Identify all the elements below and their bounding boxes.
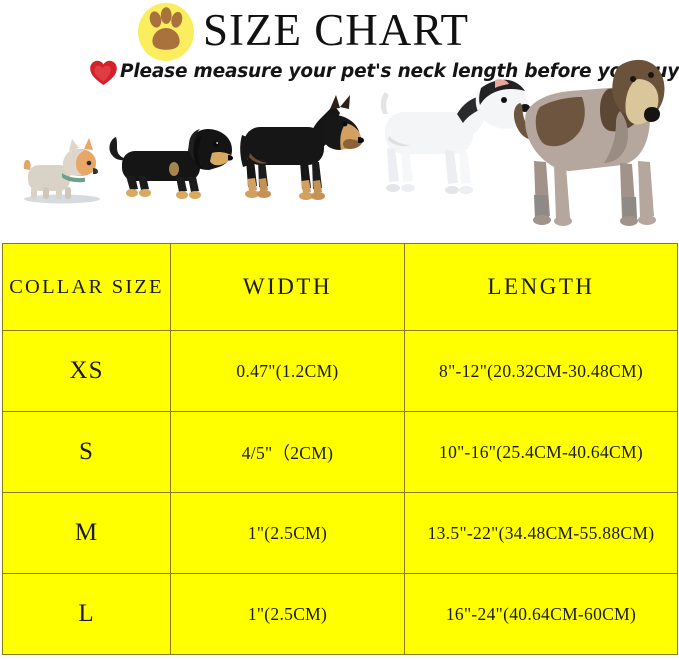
column-header-width: WIDTH xyxy=(170,243,405,331)
dog-illustration-m xyxy=(240,95,364,200)
column-header-length: LENGTH xyxy=(404,243,678,331)
table-body: XS 0.47"(1.2CM) 8"-12"(20.32CM-30.48CM) … xyxy=(2,330,678,655)
heart-icon xyxy=(90,60,117,86)
table-header-row: COLLAR SIZE WIDTH LENGTH xyxy=(2,243,678,331)
cell-length-s: 10"-16"(25.4CM-40.64CM) xyxy=(404,411,678,493)
table-row: L 1"(2.5CM) 16"-24"(40.64CM-60CM) xyxy=(2,573,678,655)
column-header-collar-size: COLLAR SIZE xyxy=(2,243,171,331)
paw-print-glyph xyxy=(149,7,183,50)
cell-width-xs: 0.47"(1.2CM) xyxy=(170,330,405,412)
cell-size-l: L xyxy=(2,573,171,655)
cell-size-s: S xyxy=(2,411,171,493)
header-area: SIZE CHART Please measure your pet's nec… xyxy=(0,0,679,243)
cell-length-xs: 8"-12"(20.32CM-30.48CM) xyxy=(404,330,678,412)
cell-length-l: 16"-24"(40.64CM-60CM) xyxy=(404,573,678,655)
table-row: M 1"(2.5CM) 13.5"-22"(34.48CM-55.88CM) xyxy=(2,492,678,574)
cell-width-s: 4/5"（2CM) xyxy=(170,411,405,493)
cell-length-m: 13.5"-22"(34.48CM-55.88CM) xyxy=(404,492,678,574)
dog-illustration-s xyxy=(109,129,233,199)
subtitle-text: Please measure your pet's neck length be… xyxy=(120,61,679,82)
dog-illustration-xl xyxy=(513,59,665,226)
cell-width-l: 1"(2.5CM) xyxy=(170,573,405,655)
paw-print-icon xyxy=(138,3,194,61)
cell-width-m: 1"(2.5CM) xyxy=(170,492,405,574)
cell-size-xs: XS xyxy=(2,330,171,412)
table-header: COLLAR SIZE WIDTH LENGTH xyxy=(2,243,678,331)
page-title: SIZE CHART xyxy=(203,5,470,55)
dog-illustration-xs xyxy=(23,138,100,204)
cell-size-m: M xyxy=(2,492,171,574)
table-row: S 4/5"（2CM) 10"-16"(25.4CM-40.64CM) xyxy=(2,411,678,493)
size-chart-table: COLLAR SIZE WIDTH LENGTH XS 0.47"(1.2CM)… xyxy=(2,243,678,655)
table-row: XS 0.47"(1.2CM) 8"-12"(20.32CM-30.48CM) xyxy=(2,330,678,412)
